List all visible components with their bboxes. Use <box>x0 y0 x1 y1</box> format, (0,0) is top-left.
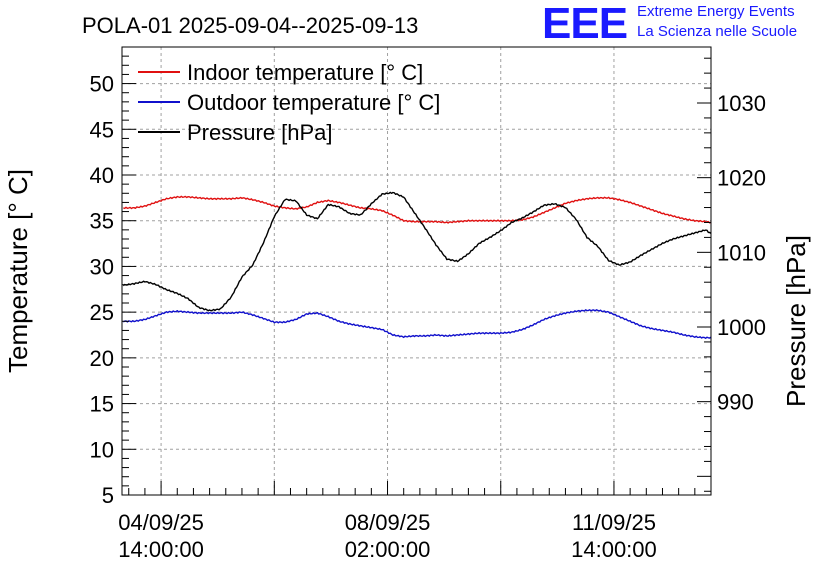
series-line-outdoor <box>123 309 712 339</box>
legend: Indoor temperature [° C] Outdoor temperat… <box>138 60 440 145</box>
x-tick-label-date: 04/09/25 <box>118 510 204 535</box>
x-tick-label-time: 14:00:00 <box>571 537 657 562</box>
chart-title: POLA-01 2025-09-04--2025-09-13 <box>82 13 418 38</box>
legend-label: Indoor temperature [° C] <box>187 60 423 85</box>
eee-logo: EEE <box>542 0 628 48</box>
y-tick-label-left: 5 <box>102 483 114 508</box>
y-tick-label-left: 20 <box>90 346 114 371</box>
legend-label: Pressure [hPa] <box>187 120 333 145</box>
y-tick-label-left: 35 <box>90 209 114 234</box>
axes: 5 10 15 20 25 30 35 40 45 50 990 1000 1010 1020 1030 04… <box>90 46 766 562</box>
x-tick-label-date: 11/09/25 <box>572 510 656 535</box>
y-tick-label-left: 45 <box>90 117 114 142</box>
series-line-pressure <box>122 191 712 312</box>
x-tick-label-time: 02:00:00 <box>345 537 431 562</box>
plot-series <box>122 191 712 339</box>
x-tick-label-date: 08/09/25 <box>345 510 431 535</box>
series-line-indoor <box>123 195 712 224</box>
y-tick-label-left: 50 <box>90 72 114 97</box>
y-tick-label-right: 1000 <box>717 315 766 340</box>
y-tick-label-right: 1010 <box>717 240 766 265</box>
y-tick-label-left: 15 <box>90 392 114 417</box>
y-axis-label-left: Temperature [° C] <box>3 169 33 373</box>
logo-line-1: Extreme Energy Events <box>637 3 795 20</box>
legend-label: Outdoor temperature [° C] <box>187 90 440 115</box>
y-axis-label-right: Pressure [hPa] <box>781 235 811 407</box>
y-tick-label-right: 1020 <box>717 166 766 191</box>
y-tick-label-left: 10 <box>90 437 114 462</box>
plot-frame <box>121 46 712 496</box>
y-tick-label-left: 30 <box>90 254 114 279</box>
logo-line-2: La Scienza nelle Scuole <box>637 23 798 40</box>
y-tick-label-left: 25 <box>90 300 114 325</box>
y-tick-label-left: 40 <box>90 163 114 188</box>
x-tick-label-time: 14:00:00 <box>118 537 204 562</box>
y-tick-label-right: 1030 <box>717 91 766 116</box>
y-tick-label-right: 990 <box>717 390 754 415</box>
